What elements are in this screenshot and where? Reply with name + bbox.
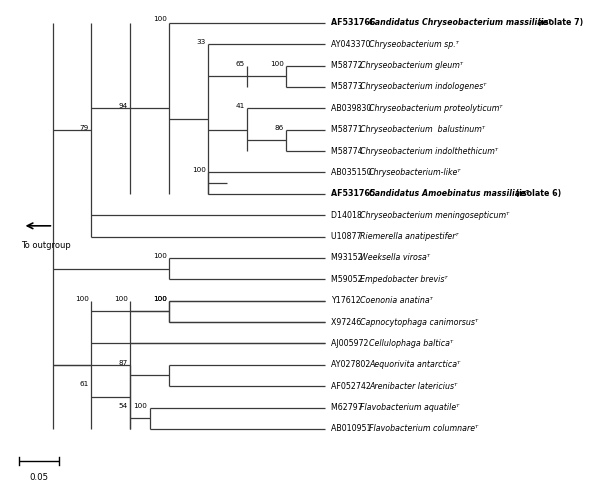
Text: Flavobacterium columnareᵀ: Flavobacterium columnareᵀ [369, 424, 478, 433]
Text: M58772: M58772 [331, 61, 365, 70]
Text: Chryseobacterium sp.ᵀ: Chryseobacterium sp.ᵀ [369, 40, 459, 49]
Text: 100: 100 [133, 402, 147, 409]
Text: Chryseobacterium  balustinumᵀ: Chryseobacterium balustinumᵀ [361, 125, 485, 134]
Text: 54: 54 [118, 402, 128, 409]
Text: Candidatus Amoebinatus massiliaeᵀ: Candidatus Amoebinatus massiliaeᵀ [369, 189, 529, 198]
Text: 100: 100 [153, 16, 167, 22]
Text: 100: 100 [75, 295, 89, 302]
Text: (isolate 7): (isolate 7) [535, 18, 583, 27]
Text: Chryseobacterium-likeᵀ: Chryseobacterium-likeᵀ [369, 168, 461, 177]
Text: 100: 100 [153, 295, 167, 302]
Text: AB039830: AB039830 [331, 104, 374, 113]
Text: M59052: M59052 [331, 275, 365, 284]
Text: Chryseobacterium indolthethicumᵀ: Chryseobacterium indolthethicumᵀ [361, 147, 499, 156]
Text: 61: 61 [79, 381, 89, 387]
Text: Flavobacterium aquatileᵀ: Flavobacterium aquatileᵀ [361, 403, 460, 412]
Text: AF531766: AF531766 [331, 18, 378, 27]
Text: X97246: X97246 [331, 318, 364, 326]
Text: D14018: D14018 [331, 211, 364, 220]
Text: AF052742: AF052742 [331, 382, 373, 390]
Text: 100: 100 [192, 167, 206, 174]
Text: Chryseobacterium meningosepticumᵀ: Chryseobacterium meningosepticumᵀ [361, 211, 509, 220]
Text: AJ005972: AJ005972 [331, 339, 371, 348]
Text: Y17612: Y17612 [331, 296, 363, 305]
Text: M93152: M93152 [331, 254, 365, 262]
Text: 86: 86 [274, 125, 284, 131]
Text: Chryseobacterium gleumᵀ: Chryseobacterium gleumᵀ [361, 61, 463, 70]
Text: AF531765: AF531765 [331, 189, 378, 198]
Text: Weeksella virosaᵀ: Weeksella virosaᵀ [361, 254, 430, 262]
Text: 100: 100 [153, 253, 167, 259]
Text: 100: 100 [153, 295, 167, 302]
Text: AY043370: AY043370 [331, 40, 373, 49]
Text: Chryseobacterium indologenesᵀ: Chryseobacterium indologenesᵀ [361, 82, 487, 92]
Text: M62797: M62797 [331, 403, 365, 412]
Text: M58771: M58771 [331, 125, 365, 134]
Text: 0.05: 0.05 [29, 473, 49, 482]
Text: 87: 87 [118, 360, 128, 366]
Text: Aequorivita antarcticaᵀ: Aequorivita antarcticaᵀ [369, 360, 460, 369]
Text: M58773: M58773 [331, 82, 365, 92]
Text: Chryseobacterium proteolyticumᵀ: Chryseobacterium proteolyticumᵀ [369, 104, 502, 113]
Text: 100: 100 [114, 295, 128, 302]
Text: U10877: U10877 [331, 232, 364, 241]
Text: 41: 41 [235, 103, 245, 109]
Text: Empedobacter brevisᵀ: Empedobacter brevisᵀ [361, 275, 448, 284]
Text: Riemerella anatipestiferᵀ: Riemerella anatipestiferᵀ [361, 232, 459, 241]
Text: 94: 94 [118, 103, 128, 109]
Text: To outgroup: To outgroup [21, 241, 71, 250]
Text: 100: 100 [269, 61, 284, 67]
Text: Cellulophaga balticaᵀ: Cellulophaga balticaᵀ [369, 339, 453, 348]
Text: AB010951: AB010951 [331, 424, 374, 433]
Text: (isolate 6): (isolate 6) [514, 189, 562, 198]
Text: Arenibacter latericiusᵀ: Arenibacter latericiusᵀ [369, 382, 457, 390]
Text: AY027802: AY027802 [331, 360, 373, 369]
Text: M58774: M58774 [331, 147, 365, 156]
Text: Capnocytophaga canimorsusᵀ: Capnocytophaga canimorsusᵀ [361, 318, 478, 326]
Text: 79: 79 [79, 125, 89, 131]
Text: AB035150: AB035150 [331, 168, 374, 177]
Text: 33: 33 [196, 39, 206, 45]
Text: Coenonia anatinaᵀ: Coenonia anatinaᵀ [361, 296, 433, 305]
Text: 65: 65 [235, 61, 245, 67]
Text: Candidatus Chryseobacterium massiliaeᵀ: Candidatus Chryseobacterium massiliaeᵀ [369, 18, 551, 27]
